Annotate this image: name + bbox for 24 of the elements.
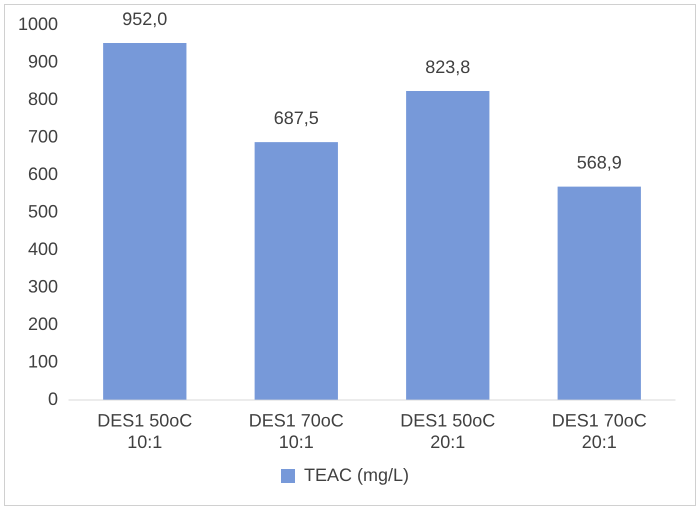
y-tick-label: 900: [28, 51, 58, 72]
bar: [254, 142, 338, 400]
x-tick-label: DES1 70oC 20:1: [552, 410, 647, 452]
bar: [103, 42, 186, 400]
x-tick-label: DES1 70oC 10:1: [248, 410, 344, 452]
y-tick-label: 1000: [18, 14, 58, 34]
data-label: 952,0: [122, 8, 168, 29]
x-tick-label: DES1 50oC 10:1: [97, 410, 192, 452]
data-label: 687,5: [274, 108, 319, 128]
y-tick-label: 500: [28, 201, 58, 222]
y-tick-label: 800: [28, 88, 58, 109]
y-tick-label: 0: [48, 388, 58, 409]
y-tick-label: 400: [28, 238, 58, 259]
legend-label: TEAC (mg/L): [304, 464, 410, 485]
bar: [406, 91, 490, 400]
data-label: 823,8: [425, 57, 470, 78]
x-tick-label: DES1 50oC 20:1: [400, 410, 496, 452]
bar: [558, 186, 641, 400]
data-label: 568,9: [576, 152, 622, 173]
y-tick-label: 600: [28, 164, 58, 184]
y-tick-label: 200: [28, 314, 58, 334]
y-tick-label: 100: [28, 351, 58, 372]
y-tick-label: 700: [28, 126, 58, 146]
y-tick-label: 300: [28, 276, 58, 296]
